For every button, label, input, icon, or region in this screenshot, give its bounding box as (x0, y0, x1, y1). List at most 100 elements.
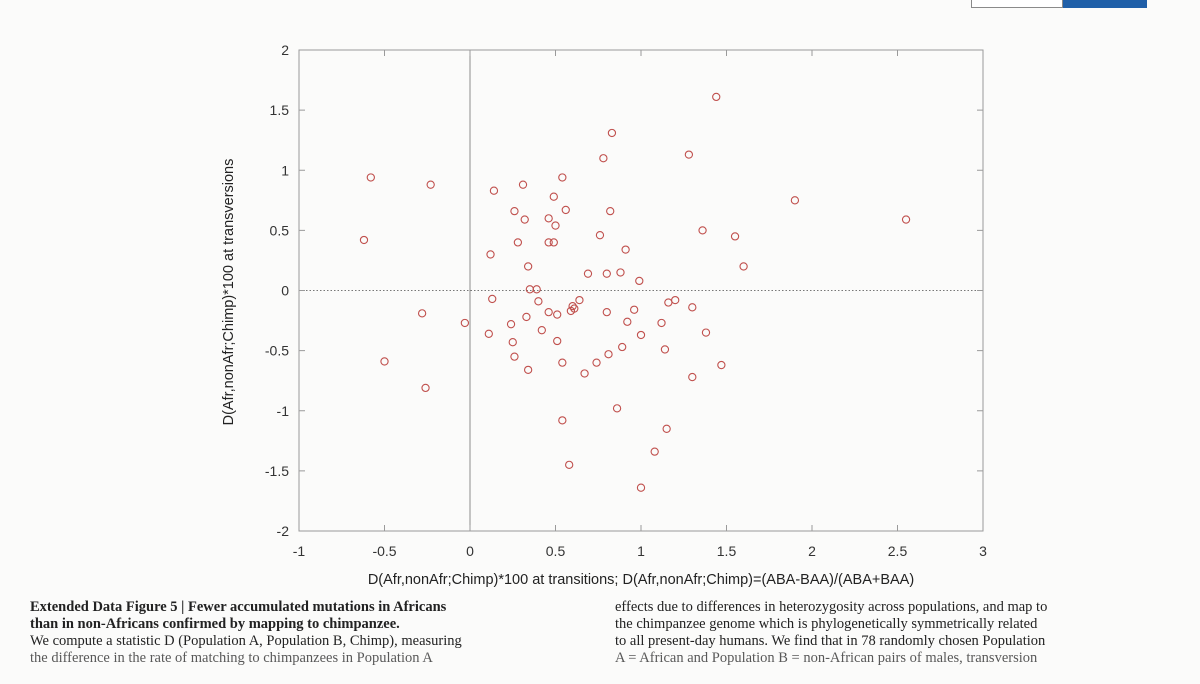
data-point (426, 180, 435, 189)
data-point (551, 221, 560, 230)
x-axis-title: D(Afr,nonAfr;Chimp)*100 at transitions; … (368, 572, 914, 588)
data-point (523, 365, 533, 375)
x-tick-labels: -1 -0.5 0 0.5 1 1.5 2 2.5 3 (293, 543, 987, 559)
data-point (636, 330, 646, 340)
data-point (575, 295, 584, 305)
x-tick-label: 2.5 (888, 543, 908, 559)
y-tick-labels: -2 -1.5 -1 -0.5 0 0.5 1 1.5 2 (265, 42, 289, 539)
data-point (612, 404, 622, 413)
caption-title-line: than in non-Africans confirmed by mappin… (30, 616, 400, 632)
axis-ticks (298, 49, 984, 532)
data-point (701, 328, 711, 337)
data-point (544, 307, 553, 317)
data-point (595, 231, 605, 240)
data-point (510, 206, 519, 216)
data-point (537, 326, 546, 335)
data-point (553, 336, 562, 346)
data-point (522, 312, 531, 322)
data-point (790, 196, 800, 205)
data-point (566, 306, 576, 316)
data-point (739, 262, 748, 271)
data-point (717, 360, 726, 370)
data-point (488, 294, 497, 304)
x-tick-label: 2 (808, 543, 816, 559)
data-point (650, 447, 659, 456)
data-point (607, 128, 617, 138)
data-point (688, 303, 697, 312)
data-point (366, 173, 375, 182)
data-point (523, 262, 533, 271)
caption-body-line: the difference in the rate of matching t… (30, 650, 433, 666)
x-tick-label: 3 (979, 543, 987, 559)
data-point (417, 309, 427, 318)
data-point (604, 350, 613, 359)
data-point (421, 383, 430, 393)
y-tick-label: 0.5 (270, 222, 290, 238)
data-point (657, 318, 666, 328)
y-tick-label: -0.5 (265, 343, 289, 359)
data-point (623, 317, 632, 326)
y-axis-title: D(Afr,nonAfr;Chimp)*100 at transversions (221, 159, 237, 426)
data-point (549, 238, 558, 247)
data-point (558, 173, 567, 182)
data-points (359, 92, 911, 492)
data-point (513, 238, 523, 247)
data-point (592, 358, 601, 367)
toolbar-blue-button[interactable] (1063, 0, 1147, 8)
y-tick-label: -1.5 (265, 463, 289, 479)
scatter-chart: -1 -0.5 0 0.5 1 1.5 2 2.5 3 -2 -1.5 -1 -0.5 0 0.5 1 1.5… (221, 42, 987, 588)
data-point (518, 180, 528, 189)
y-tick-label: 2 (281, 42, 289, 58)
data-point (486, 250, 495, 259)
data-point (616, 268, 625, 277)
data-point (712, 92, 721, 102)
data-point (534, 297, 543, 306)
caption-body-line: to all present-day humans. We find that … (615, 633, 1046, 649)
data-point (565, 460, 574, 470)
data-point (544, 214, 553, 223)
x-tick-label: -0.5 (372, 543, 396, 559)
figure-caption-left: Extended Data Figure 5 | Fewer accumulat… (30, 599, 595, 667)
x-tick-label: 0 (466, 543, 474, 559)
top-right-toolbar (971, 0, 1200, 9)
caption-body-line: We compute a statistic D (Population A, … (30, 633, 462, 649)
data-point (489, 186, 499, 195)
data-point (684, 150, 694, 159)
data-point (484, 329, 493, 338)
data-point (544, 238, 553, 247)
y-tick-label: 0 (281, 283, 289, 299)
caption-body-line: the chimpanzee genome which is phylogene… (615, 616, 1038, 632)
data-point (553, 310, 562, 319)
data-point (520, 215, 529, 224)
data-point (510, 352, 519, 361)
y-tick-label: 1 (281, 162, 289, 178)
toolbar-input-box[interactable] (971, 0, 1063, 8)
data-point (460, 318, 470, 328)
x-tick-label: 1 (637, 543, 645, 559)
y-tick-label: -1 (277, 403, 290, 419)
data-point (635, 276, 644, 286)
data-point (664, 298, 673, 307)
y-tick-label: -2 (277, 523, 290, 539)
caption-body-line: effects due to differences in heterozygo… (615, 599, 1048, 615)
data-point (606, 206, 615, 216)
data-point (549, 192, 558, 201)
caption-body-line: A = African and Population B = non-Afric… (615, 650, 1038, 666)
x-tick-label: 1.5 (717, 543, 737, 559)
data-point (558, 416, 567, 425)
x-tick-label: -1 (293, 543, 306, 559)
figure-caption-right: effects due to differences in heterozygo… (615, 599, 1180, 667)
data-point (359, 235, 369, 245)
data-point (636, 483, 646, 492)
data-point (525, 285, 534, 294)
data-point (618, 342, 627, 352)
data-point (568, 301, 577, 311)
data-point (901, 215, 911, 224)
data-point (580, 369, 589, 378)
data-point (599, 154, 608, 163)
data-point (506, 320, 516, 329)
y-tick-label: 1.5 (270, 102, 290, 118)
data-point (558, 358, 567, 367)
data-point (630, 305, 639, 314)
data-point (621, 245, 630, 254)
